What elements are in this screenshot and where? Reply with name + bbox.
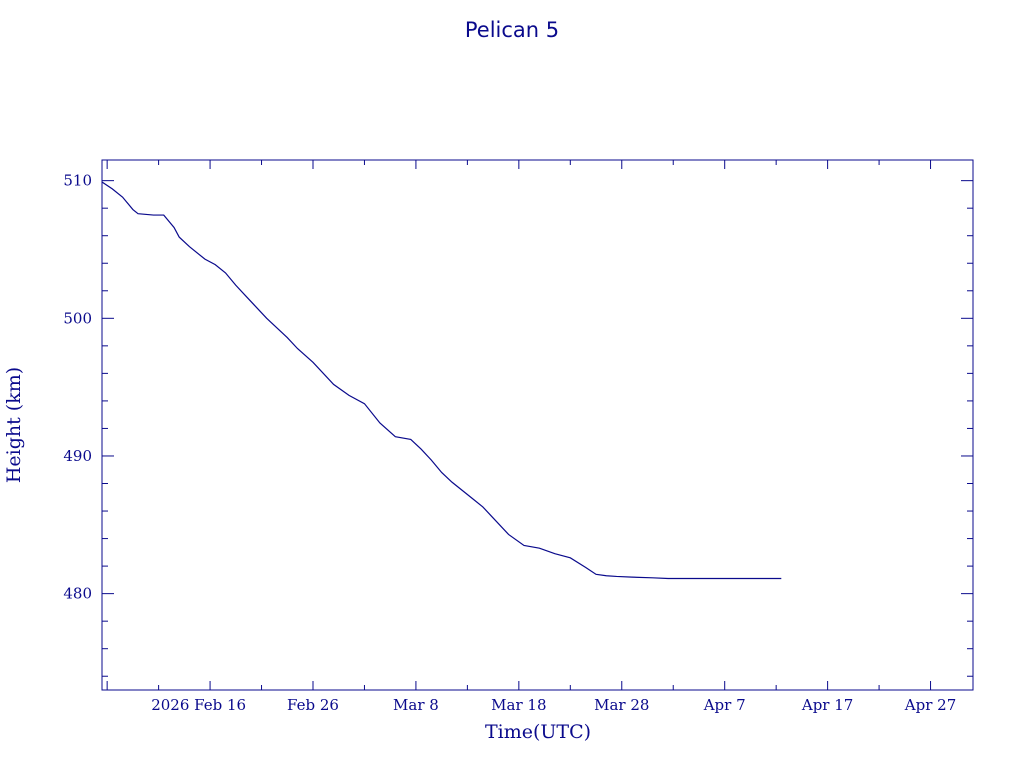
chart-title: Pelican 5 — [465, 18, 559, 42]
x-tick-label: Apr 17 — [801, 696, 853, 714]
y-tick-label: 500 — [63, 309, 92, 327]
x-tick-label: Mar 18 — [491, 696, 546, 714]
y-tick-label: 490 — [63, 447, 92, 465]
y-axis-ticks — [102, 180, 973, 677]
x-axis-ticks — [106, 160, 932, 690]
x-tick-label: Feb 26 — [287, 696, 339, 714]
x-tick-label: Apr 27 — [904, 696, 956, 714]
height-series-line — [101, 181, 782, 580]
y-tick-label: 510 — [63, 172, 92, 190]
x-tick-label: Mar 8 — [393, 696, 439, 714]
x-axis-tick-labels: 2026 Feb 16 Feb 26 Mar 8 Mar 18 Mar 28 Apr 7 A… — [151, 696, 956, 714]
x-axis-label: Time(UTC) — [485, 721, 591, 743]
y-axis-label: Height (km) — [3, 367, 25, 483]
plot-frame — [101, 159, 974, 691]
x-tick-label: Mar 28 — [594, 696, 649, 714]
x-tick-label: Apr 7 — [703, 696, 746, 714]
y-axis-tick-labels: 480 490 500 510 — [63, 172, 92, 603]
y-tick-label: 480 — [63, 585, 92, 603]
x-tick-label: 2026 Feb 16 — [151, 696, 246, 714]
